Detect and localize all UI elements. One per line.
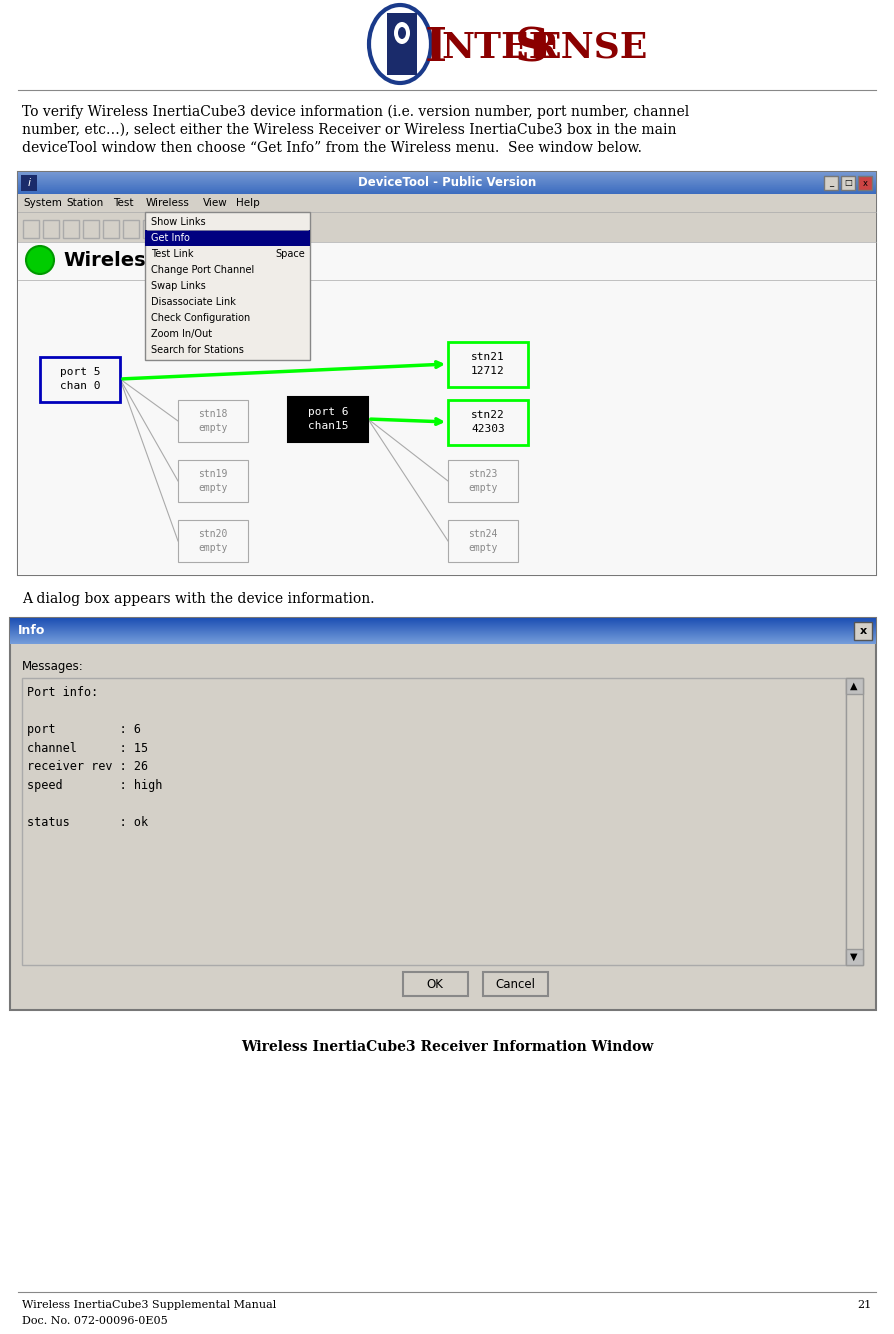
Text: OK: OK	[426, 978, 443, 991]
Text: Zoom In/Out: Zoom In/Out	[151, 329, 212, 339]
Ellipse shape	[398, 27, 406, 39]
Bar	[448, 460, 518, 502]
Text: System: System	[23, 197, 62, 208]
Text: stn22
42303: stn22 42303	[471, 410, 505, 434]
Text: I: I	[425, 25, 447, 71]
Bar	[178, 520, 248, 562]
Text: Disassociate Link: Disassociate Link	[151, 297, 236, 307]
Text: stn18
empty: stn18 empty	[198, 410, 228, 432]
Text: x: x	[863, 179, 867, 188]
Bar	[288, 398, 368, 442]
Text: ENSE: ENSE	[533, 31, 647, 65]
Bar	[387, 13, 417, 75]
Bar	[123, 220, 139, 237]
Text: Station: Station	[66, 197, 103, 208]
Text: number, etc…), select either the Wireless Receiver or Wireless InertiaCube3 box : number, etc…), select either the Wireles…	[22, 123, 677, 137]
Text: DeviceTool - Public Version: DeviceTool - Public Version	[358, 176, 536, 189]
Text: NTER: NTER	[441, 31, 559, 65]
Text: Wireless InertiaCube3 Receiver Information Window: Wireless InertiaCube3 Receiver Informati…	[240, 1041, 654, 1054]
Text: Swap Links: Swap Links	[151, 281, 206, 291]
Bar	[83, 220, 99, 237]
Bar	[103, 220, 119, 237]
Text: Help: Help	[236, 197, 260, 208]
Circle shape	[26, 245, 54, 273]
Bar	[448, 520, 518, 562]
Bar	[145, 212, 310, 360]
Bar	[40, 358, 120, 402]
Text: port 6
chan15: port 6 chan15	[308, 407, 349, 431]
Bar	[18, 172, 876, 193]
Bar	[43, 220, 59, 237]
Ellipse shape	[394, 21, 410, 44]
Text: stn24
empty: stn24 empty	[468, 530, 498, 552]
Text: Messages:: Messages:	[22, 660, 84, 672]
Text: Cancel: Cancel	[495, 978, 535, 991]
Text: Doc. No. 072-00096-0E05: Doc. No. 072-00096-0E05	[22, 1317, 168, 1326]
Bar	[18, 172, 876, 575]
Bar	[841, 176, 855, 189]
Text: Wireless: Wireless	[146, 197, 190, 208]
Text: Search for Stations: Search for Stations	[151, 346, 244, 355]
Text: Show Links: Show Links	[151, 217, 206, 227]
Bar	[483, 972, 548, 996]
Bar	[10, 618, 876, 1010]
Text: 21: 21	[857, 1301, 872, 1310]
Bar	[18, 193, 876, 212]
Text: S: S	[515, 25, 549, 71]
Bar	[846, 948, 863, 964]
Text: deviceTool window then choose “Get Info” from the Wireless menu.  See window bel: deviceTool window then choose “Get Info”…	[22, 141, 642, 155]
Text: □: □	[844, 179, 852, 188]
Text: port 5
chan 0: port 5 chan 0	[60, 367, 100, 391]
Bar	[854, 622, 872, 640]
Text: Check Configuration: Check Configuration	[151, 313, 250, 323]
Text: x: x	[859, 626, 866, 636]
Bar	[22, 678, 846, 964]
Text: ▼: ▼	[850, 952, 857, 962]
Bar	[143, 220, 159, 237]
Text: Info: Info	[18, 624, 46, 638]
Text: To verify Wireless InertiaCube3 device information (i.e. version number, port nu: To verify Wireless InertiaCube3 device i…	[22, 105, 689, 119]
Text: stn20
empty: stn20 empty	[198, 530, 228, 552]
Text: stn19
empty: stn19 empty	[198, 470, 228, 492]
Bar	[23, 220, 39, 237]
Bar	[448, 342, 528, 387]
Text: Get Info: Get Info	[151, 233, 190, 243]
Text: stn21
12712: stn21 12712	[471, 352, 505, 376]
Text: Wireless InertiaCube3 Supplemental Manual: Wireless InertiaCube3 Supplemental Manua…	[22, 1301, 276, 1310]
Bar	[824, 176, 838, 189]
Text: Test: Test	[113, 197, 133, 208]
Bar	[403, 972, 468, 996]
Text: A dialog box appears with the device information.: A dialog box appears with the device inf…	[22, 592, 375, 606]
Bar	[846, 678, 863, 694]
Bar	[858, 176, 872, 189]
Text: stn23
empty: stn23 empty	[468, 470, 498, 492]
Bar	[21, 175, 37, 191]
Text: _: _	[829, 179, 833, 188]
Text: i: i	[28, 177, 30, 188]
Bar	[18, 241, 876, 575]
Bar	[163, 220, 179, 237]
Bar	[178, 460, 248, 502]
Text: Test Link: Test Link	[151, 249, 193, 259]
Text: ▲: ▲	[850, 680, 857, 691]
Text: View: View	[203, 197, 228, 208]
Bar	[145, 229, 310, 245]
Text: Wireless: Wireless	[63, 251, 157, 269]
Bar	[18, 212, 876, 241]
Bar	[448, 400, 528, 446]
Text: Port info:

port         : 6
channel      : 15
receiver rev : 26
speed        : : Port info: port : 6 channel : 15 receive…	[27, 686, 163, 828]
Text: Change Port Channel: Change Port Channel	[151, 265, 254, 275]
Bar	[178, 400, 248, 442]
Bar	[846, 678, 863, 964]
Text: Space: Space	[275, 249, 305, 259]
Bar	[63, 220, 79, 237]
